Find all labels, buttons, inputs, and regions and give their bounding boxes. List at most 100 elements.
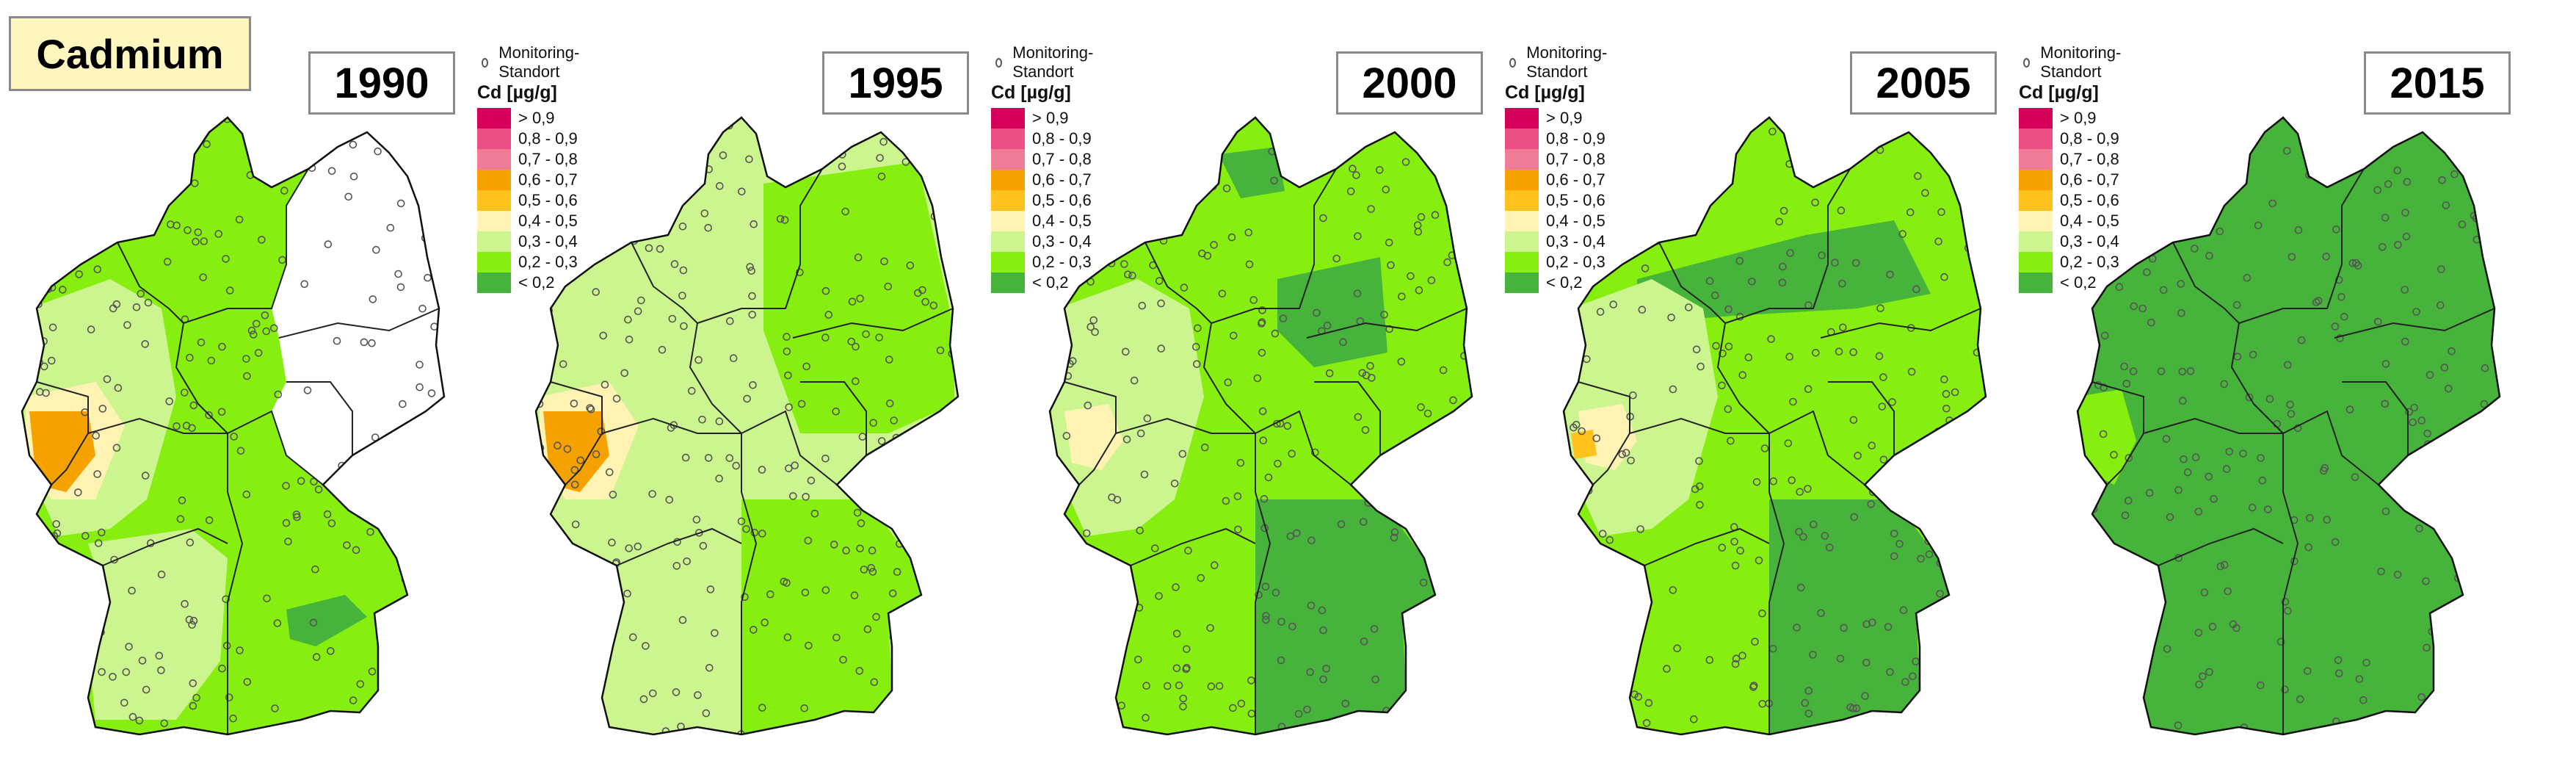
monitoring-site <box>1059 729 1068 734</box>
legend-class-label: 0,5 - 0,6 <box>518 191 578 209</box>
legend-class-label: > 0,9 <box>1546 109 1583 127</box>
monitoring-site <box>1456 721 1464 730</box>
monitoring-site <box>1288 449 1296 458</box>
monitoring-site <box>2205 668 2213 676</box>
monitoring-site <box>1571 505 1580 514</box>
legend-swatch <box>477 190 511 211</box>
monitoring-site <box>416 361 424 369</box>
legend-monitoring-label: Monitoring-Standort <box>1526 43 1608 81</box>
monitoring-site <box>1247 676 1255 685</box>
state-border <box>1724 168 1851 324</box>
legend-swatch <box>991 231 1025 252</box>
monitoring-site <box>1724 147 1733 155</box>
monitoring-site <box>821 286 830 295</box>
monitoring-site <box>653 220 662 228</box>
monitoring-site <box>1572 525 1581 534</box>
monitoring-site <box>680 322 688 331</box>
legend-swatch <box>2019 170 2053 190</box>
monitoring-site <box>863 460 871 469</box>
monitoring-site <box>587 405 595 414</box>
state-border <box>227 410 324 485</box>
monitoring-site <box>1829 121 1837 130</box>
monitoring-site <box>2091 588 2100 597</box>
monitoring-site <box>2297 336 2306 344</box>
monitoring-site <box>2447 519 2456 527</box>
monitoring-site <box>876 154 884 162</box>
monitoring-site <box>1274 459 1282 468</box>
monitoring-site <box>1059 292 1067 300</box>
legend-swatch <box>1505 231 1539 252</box>
legend-swatch <box>2019 231 2053 252</box>
monitoring-site <box>702 709 711 718</box>
monitoring-site <box>236 646 244 654</box>
monitoring-site <box>54 220 62 229</box>
monitoring-site <box>2216 562 2225 571</box>
monitoring-site <box>2340 312 2348 321</box>
monitoring-site <box>1691 485 1699 494</box>
monitoring-site <box>1270 176 1278 185</box>
monitoring-site <box>2232 300 2241 309</box>
monitoring-site <box>2473 704 2481 712</box>
monitoring-site <box>1925 550 1934 559</box>
monitoring-site <box>1849 416 1858 425</box>
legend-class-label: 0,6 - 0,7 <box>1546 170 1606 189</box>
monitoring-site <box>2122 380 2131 388</box>
monitoring-site <box>1449 396 1457 405</box>
monitoring-site <box>540 635 548 643</box>
monitoring-site <box>672 688 681 696</box>
legend-swatch <box>2019 190 2053 211</box>
monitoring-site <box>1669 586 1677 594</box>
legend-row: < 0,2 <box>477 272 582 293</box>
state-border <box>1130 527 1256 566</box>
monitoring-site <box>624 315 632 324</box>
monitoring-site <box>30 654 39 662</box>
monitoring-site <box>181 136 190 144</box>
monitoring-site <box>254 349 263 357</box>
state-border <box>1716 322 1770 434</box>
state-border <box>1314 381 1381 455</box>
monitoring-site <box>326 647 335 655</box>
monitoring-site <box>2456 132 2465 141</box>
monitoring-site <box>1618 450 1627 458</box>
monitoring-site <box>758 466 766 474</box>
monitoring-site <box>1811 348 1820 357</box>
monitoring-site <box>1116 138 1124 146</box>
legend-swatch <box>1505 170 1539 190</box>
monitoring-site <box>2129 367 2138 375</box>
monitoring-site <box>1201 443 1209 452</box>
monitoring-site <box>2384 180 2392 189</box>
monitoring-site <box>399 622 407 630</box>
monitoring-site <box>1586 206 1594 214</box>
monitoring-site <box>2254 221 2263 230</box>
legend-row: 0,7 - 0,8 <box>1505 149 1610 170</box>
monitoring-site <box>421 714 429 722</box>
monitoring-site <box>93 595 101 604</box>
monitoring-site <box>2265 394 2274 403</box>
monitoring-site <box>1198 249 1206 258</box>
monitoring-site <box>203 118 212 123</box>
monitoring-site <box>323 510 332 519</box>
monitoring-site <box>1868 141 1876 149</box>
monitoring-site <box>686 140 695 148</box>
base-fill <box>2078 118 2500 734</box>
monitoring-site <box>178 496 186 505</box>
monitoring-site <box>625 544 633 552</box>
monitoring-site <box>1854 452 1862 460</box>
monitoring-site <box>197 338 206 347</box>
monitoring-site <box>2115 283 2124 292</box>
monitoring-site <box>719 151 728 159</box>
monitoring-site <box>1366 361 1374 370</box>
state-border <box>792 308 954 339</box>
monitoring-site <box>1842 138 1850 147</box>
monitoring-site <box>2177 308 2185 317</box>
monitoring-site <box>2194 629 2203 637</box>
class-area-north-coast <box>1219 147 1285 198</box>
monitoring-site <box>2146 118 2155 125</box>
monitoring-site <box>645 244 653 253</box>
state-border <box>2230 322 2284 434</box>
legend-swatch <box>991 272 1025 293</box>
monitoring-site <box>1930 118 1939 126</box>
legend-row: 0,3 - 0,4 <box>477 231 582 252</box>
monitoring-site <box>310 477 318 486</box>
monitoring-site <box>2376 137 2385 145</box>
